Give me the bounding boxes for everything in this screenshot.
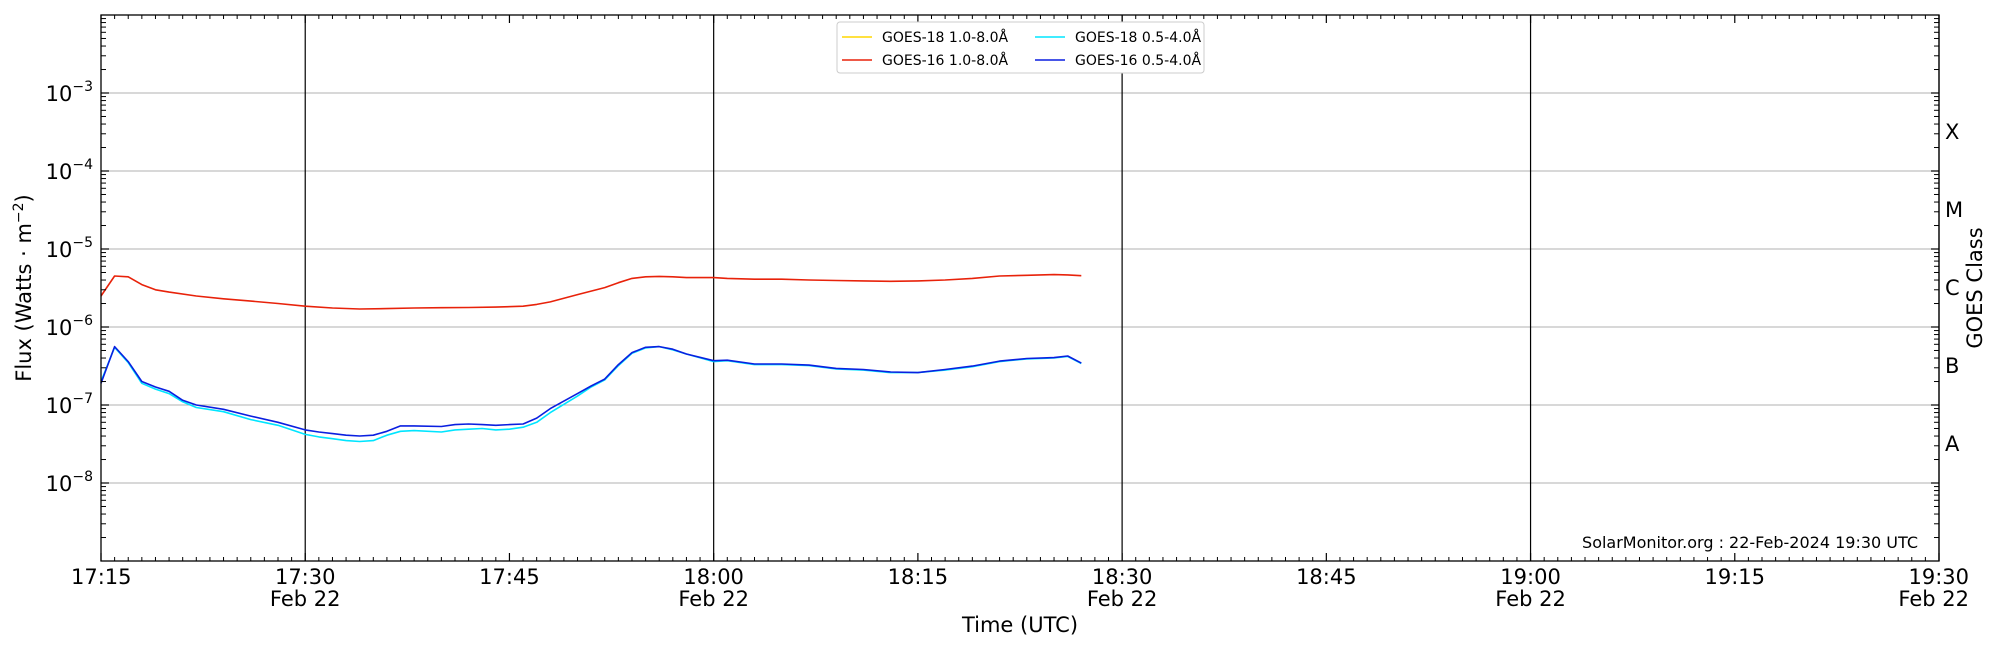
goes-class-label: M xyxy=(1945,198,1963,222)
series-line-2 xyxy=(100,345,1082,443)
goes-class-label: A xyxy=(1945,432,1960,456)
x-tick-label: 19:15 xyxy=(1705,565,1766,589)
goes-class-label: B xyxy=(1945,354,1959,378)
y-tick-label: 10−8 xyxy=(46,469,93,496)
legend-label: GOES-18 1.0-8.0Å xyxy=(882,29,1008,46)
series-line-3 xyxy=(100,345,1082,437)
x-tick-label: 18:00 xyxy=(683,565,744,589)
x-tick-label: 17:45 xyxy=(479,565,540,589)
legend-label: GOES-16 1.0-8.0Å xyxy=(882,52,1008,69)
x-tick-date-label: Feb 22 xyxy=(678,587,749,611)
y-tick-label: 10−3 xyxy=(46,79,93,106)
x-tick-label: 18:15 xyxy=(888,565,949,589)
x-tick-label: 19:30 xyxy=(1908,565,1969,589)
y-tick-label: 10−6 xyxy=(46,313,93,340)
goes-class-label: C xyxy=(1945,276,1960,300)
legend-box xyxy=(836,21,1205,74)
gridlines xyxy=(101,92,1939,484)
watermark-text: SolarMonitor.org : 22-Feb-2024 19:30 UTC xyxy=(1582,533,1918,552)
y-axis-title: Flux (Watts · m−2) xyxy=(11,194,36,382)
goes-class-labels: A B C M X xyxy=(1945,120,1963,456)
x-tick-label: 18:45 xyxy=(1296,565,1357,589)
plot-frame xyxy=(100,14,1940,562)
x-tick-label: 17:15 xyxy=(71,565,132,589)
x-tick-date-label: Feb 22 xyxy=(1495,587,1566,611)
x-tick-label: 19:00 xyxy=(1500,565,1561,589)
goes-class-label: X xyxy=(1945,120,1959,144)
series-line-1 xyxy=(100,273,1082,310)
y-tick-label: 10−7 xyxy=(46,391,93,418)
y-tick-label: 10−5 xyxy=(46,235,93,262)
legend-label: GOES-18 0.5-4.0Å xyxy=(1075,29,1201,46)
legend: GOES-18 1.0-8.0Å GOES-16 1.0-8.0Å GOES-18 … xyxy=(836,21,1205,74)
minor-ticks xyxy=(101,15,1939,561)
x-tick-date-label: Feb 22 xyxy=(270,587,341,611)
legend-label: GOES-16 0.5-4.0Å xyxy=(1075,52,1201,69)
x-tick-label: 17:30 xyxy=(275,565,336,589)
goes-class-axis-title: GOES Class xyxy=(1963,227,1987,348)
x-tick-label: 18:30 xyxy=(1092,565,1153,589)
x-tick-date-label: Feb 22 xyxy=(1898,587,1969,611)
y-axis-ticks: 10−8 10−7 10−6 10−5 10−4 10−3 xyxy=(46,79,1939,496)
y-tick-label: 10−4 xyxy=(46,157,93,184)
x-tick-date-label: Feb 22 xyxy=(1087,587,1158,611)
series-layer xyxy=(100,273,1082,443)
day-marker-lines xyxy=(304,15,1940,561)
x-axis-title: Time (UTC) xyxy=(961,613,1078,637)
